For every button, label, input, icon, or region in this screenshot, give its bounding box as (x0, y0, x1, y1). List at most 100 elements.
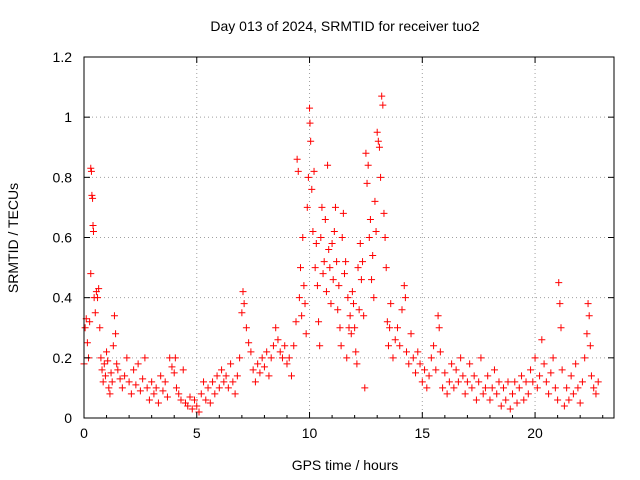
data-point (83, 339, 91, 347)
x-tick-label: 10 (302, 425, 318, 441)
data-point (294, 167, 302, 175)
data-point (373, 128, 381, 136)
data-point (99, 378, 107, 386)
data-point (231, 390, 239, 398)
data-point (366, 215, 374, 223)
data-point (477, 354, 485, 362)
data-point (585, 312, 593, 320)
data-point (163, 393, 171, 401)
data-point (463, 378, 471, 386)
data-point (374, 137, 382, 145)
data-point (452, 366, 460, 374)
data-point (502, 396, 510, 404)
data-point (435, 324, 443, 332)
data-point (331, 203, 339, 211)
data-point (387, 300, 395, 308)
data-point (524, 390, 532, 398)
data-point (283, 360, 291, 368)
data-point (371, 197, 379, 205)
data-point (340, 270, 348, 278)
data-point (89, 194, 97, 202)
data-point (454, 378, 462, 386)
data-point (89, 227, 97, 235)
data-point (265, 372, 273, 380)
data-point (326, 264, 334, 272)
data-point (554, 396, 562, 404)
data-point (86, 318, 94, 326)
data-point (441, 369, 449, 377)
data-point (267, 354, 275, 362)
data-point (310, 167, 318, 175)
data-point (515, 384, 523, 392)
data-point (333, 258, 341, 266)
data-point (143, 384, 151, 392)
data-point (285, 354, 293, 362)
data-point (398, 306, 406, 314)
data-point (317, 234, 325, 241)
data-point (87, 164, 95, 172)
data-point (95, 285, 103, 293)
data-point (287, 372, 295, 380)
data-point (470, 372, 478, 380)
data-point (365, 234, 373, 241)
data-point (307, 137, 315, 145)
data-point (403, 348, 411, 356)
data-point (393, 324, 401, 332)
data-point (168, 363, 176, 371)
data-point (157, 372, 165, 380)
data-point (497, 402, 505, 410)
data-point (450, 384, 458, 392)
data-point (304, 173, 312, 181)
data-point (342, 258, 350, 266)
data-point (247, 348, 255, 356)
data-point (211, 390, 219, 398)
data-point (369, 252, 377, 260)
data-point (315, 318, 323, 326)
data-point (229, 378, 237, 386)
data-point (352, 348, 360, 356)
data-point (94, 294, 102, 302)
data-point (320, 258, 328, 266)
data-point (87, 270, 95, 278)
x-tick-label: 20 (527, 425, 543, 441)
data-point (542, 378, 550, 386)
data-point (522, 378, 530, 386)
data-point (272, 324, 280, 332)
y-tick-label: 0.2 (53, 350, 73, 366)
data-point (330, 227, 338, 235)
data-point (159, 387, 167, 395)
data-point (520, 396, 528, 404)
data-point (329, 276, 337, 284)
data-point (245, 339, 253, 347)
data-point (312, 240, 320, 248)
data-point (103, 348, 111, 356)
data-point (407, 330, 415, 338)
data-point (344, 294, 352, 302)
data-point (197, 390, 205, 398)
data-point (308, 185, 316, 193)
data-point (551, 384, 559, 392)
data-point (276, 348, 284, 356)
data-point (148, 378, 156, 386)
data-point (380, 209, 388, 217)
data-point (513, 399, 521, 407)
chart-title: Day 013 of 2024, SRMTID for receiver tuo… (210, 18, 479, 34)
data-point (567, 372, 575, 380)
data-point (132, 381, 140, 389)
data-point (336, 324, 344, 332)
data-point (106, 390, 114, 398)
data-point (322, 288, 330, 296)
data-point (356, 240, 364, 248)
data-point (233, 372, 241, 380)
data-point (377, 173, 385, 181)
data-point (281, 342, 289, 350)
data-point (175, 390, 183, 398)
data-point (414, 348, 422, 356)
data-point (145, 396, 153, 404)
data-point (141, 354, 149, 362)
data-point (586, 342, 594, 350)
data-point (87, 167, 95, 175)
data-point (362, 149, 370, 157)
data-point (222, 372, 230, 380)
data-point (327, 300, 335, 308)
